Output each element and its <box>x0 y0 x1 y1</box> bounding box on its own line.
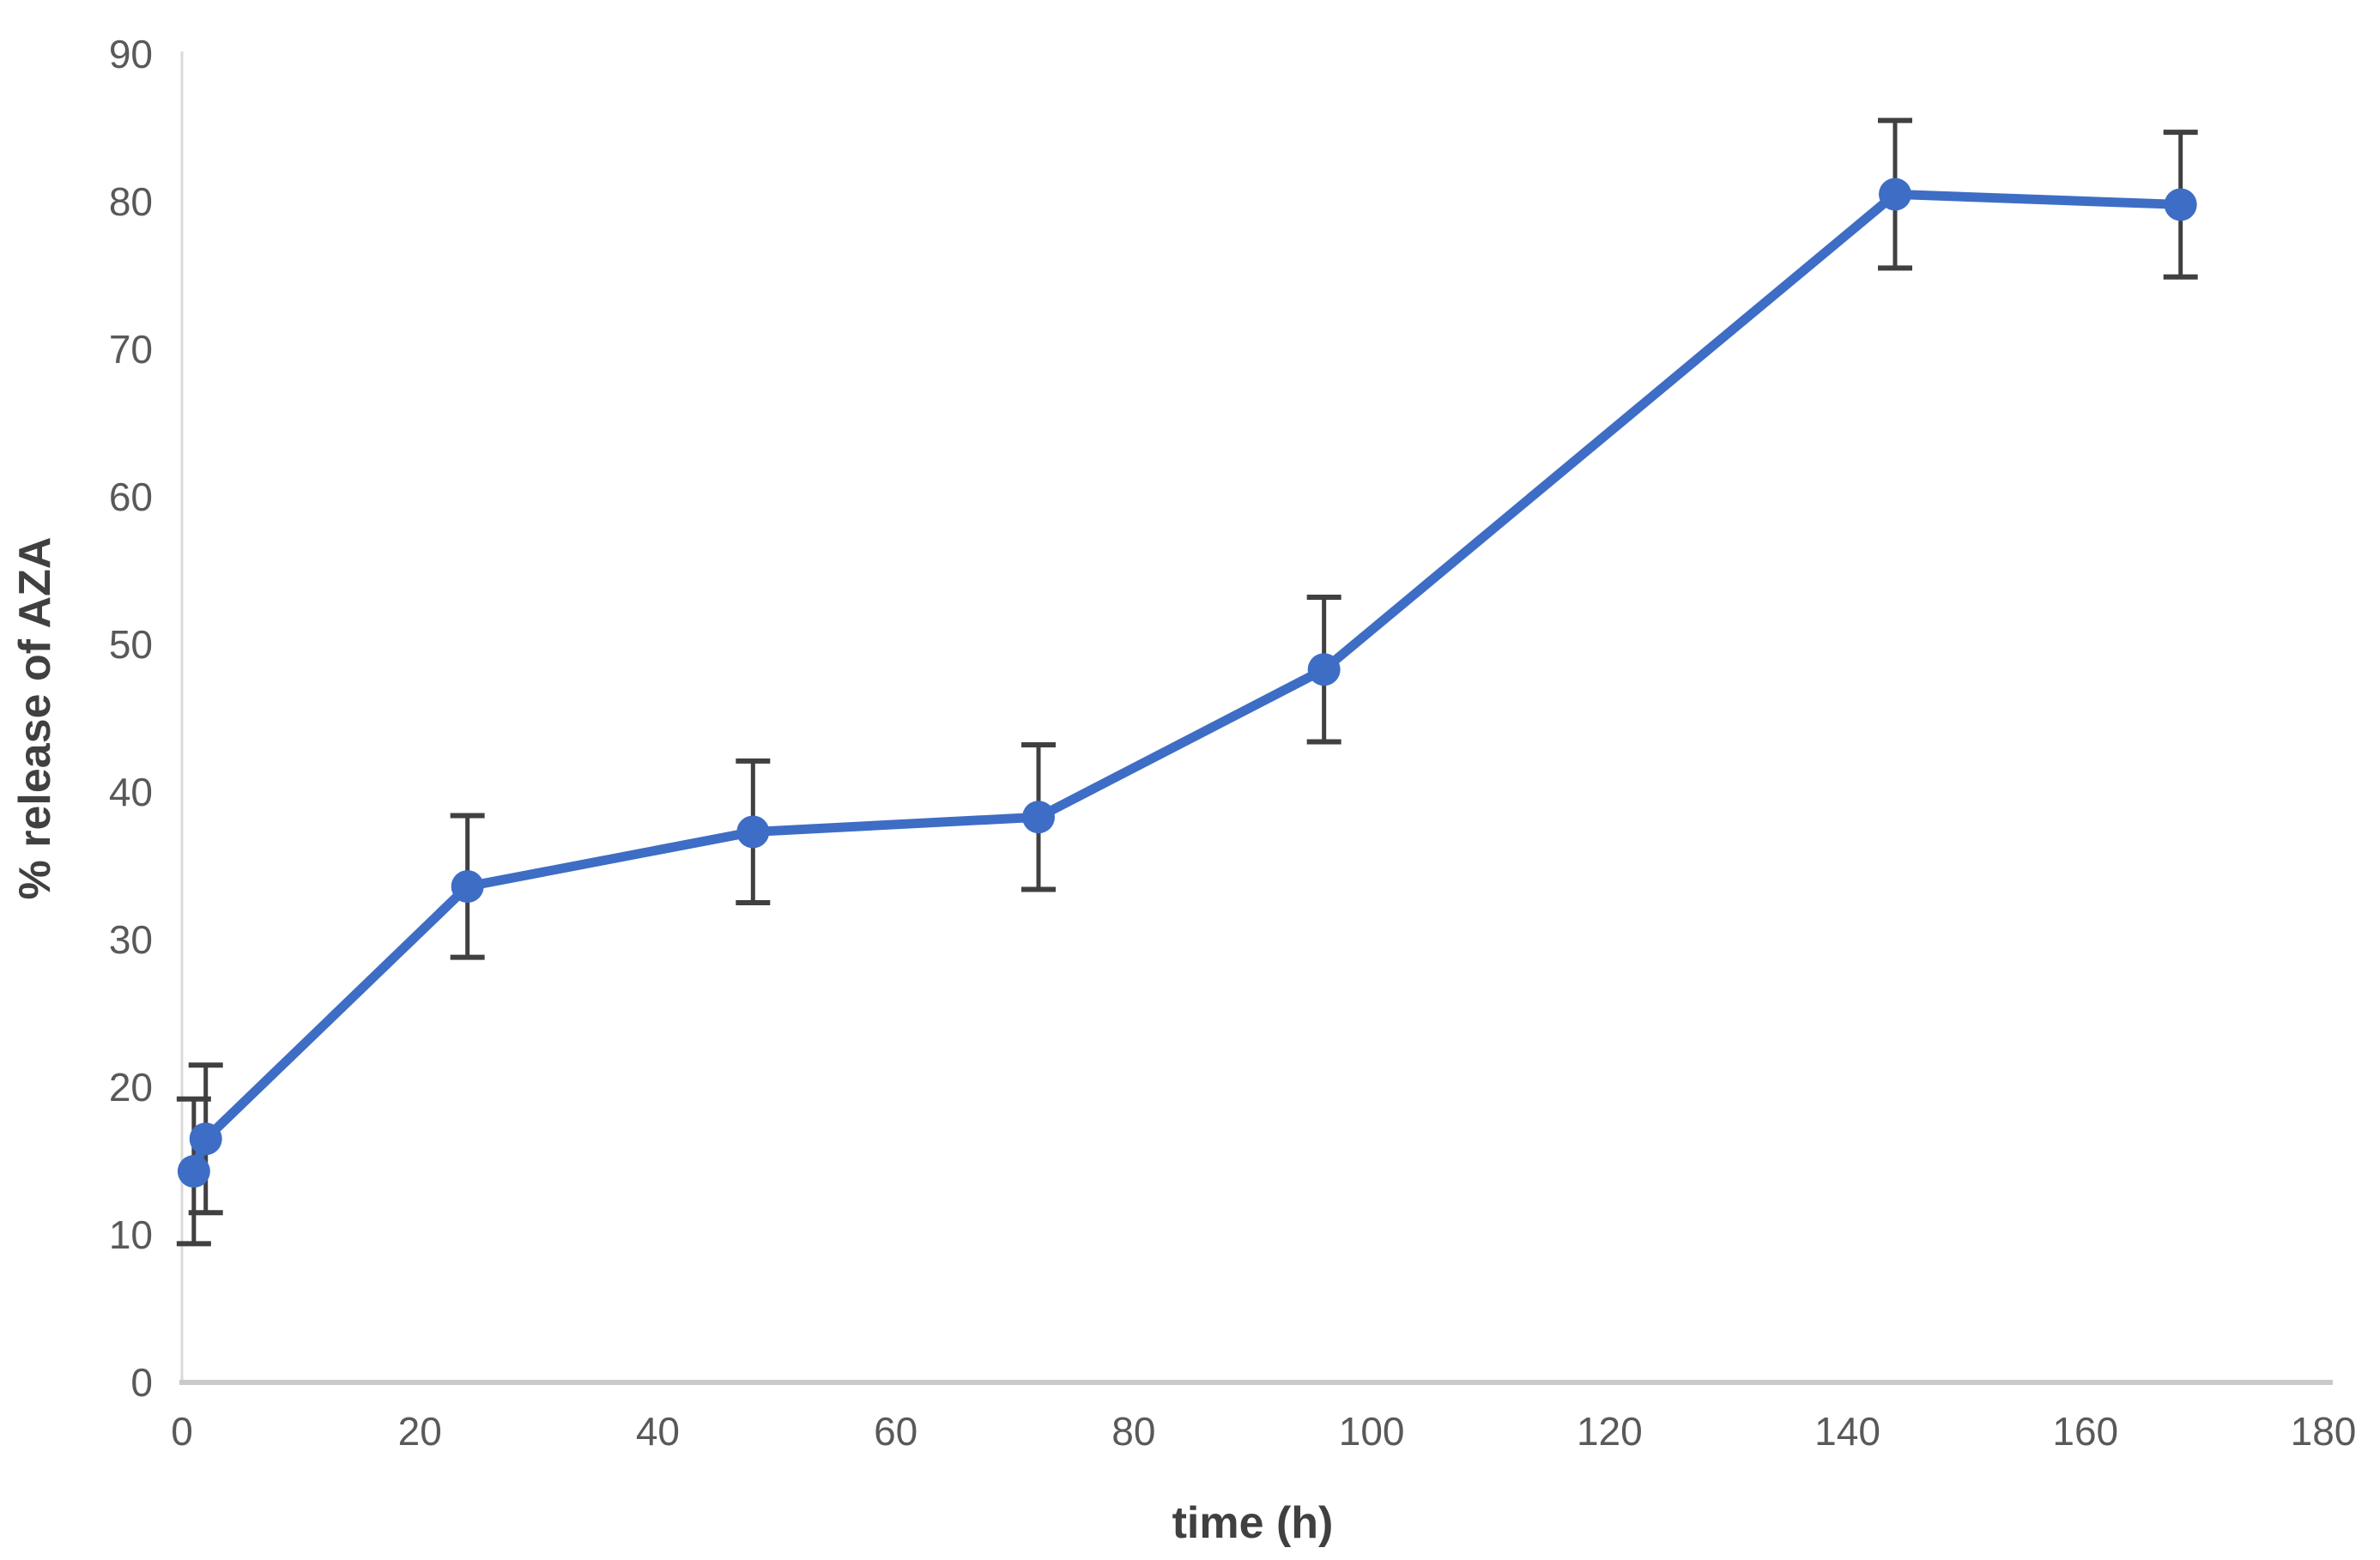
y-axis-title: % release of AZA <box>10 537 60 900</box>
y-tick-label: 90 <box>109 32 153 76</box>
data-point-marker <box>1879 178 1911 211</box>
data-point-marker <box>2164 188 2197 221</box>
data-point-marker <box>177 1155 210 1188</box>
data-point-marker <box>1307 653 1341 686</box>
x-tick-label: 0 <box>171 1409 193 1454</box>
x-tick-label: 120 <box>1577 1409 1643 1454</box>
x-tick-label: 160 <box>2052 1409 2118 1454</box>
y-tick-label: 40 <box>109 770 153 814</box>
data-point-marker <box>451 870 484 904</box>
x-tick-label: 20 <box>398 1409 442 1454</box>
tick-labels-layer: 0 10 20 30 40 50 60 70 80 90 0 20 40 60 80 100 120 140 160… <box>109 32 2357 1454</box>
y-tick-label: 30 <box>109 917 153 962</box>
y-tick-label: 10 <box>109 1212 153 1257</box>
data-point-marker <box>736 815 770 849</box>
y-tick-label: 80 <box>109 179 153 224</box>
series-line <box>189 189 2186 1176</box>
data-point-marker <box>1022 801 1055 834</box>
error-bars-layer <box>176 118 2198 1247</box>
series-layer <box>177 178 2197 1188</box>
x-tick-label: 180 <box>2291 1409 2357 1454</box>
x-tick-label: 100 <box>1339 1409 1405 1454</box>
x-tick-label: 60 <box>874 1409 917 1454</box>
x-tick-label: 40 <box>636 1409 680 1454</box>
x-axis-title: time (h) <box>1172 1498 1334 1548</box>
y-tick-label: 20 <box>109 1065 153 1110</box>
x-tick-label: 140 <box>1814 1409 1880 1454</box>
y-tick-label: 70 <box>109 327 153 372</box>
x-tick-label: 80 <box>1111 1409 1155 1454</box>
y-tick-label: 60 <box>109 475 153 519</box>
data-point-marker <box>189 1122 222 1156</box>
y-tick-label: 50 <box>109 622 153 667</box>
axes-layer <box>179 51 2333 1385</box>
y-tick-label: 0 <box>130 1360 153 1405</box>
